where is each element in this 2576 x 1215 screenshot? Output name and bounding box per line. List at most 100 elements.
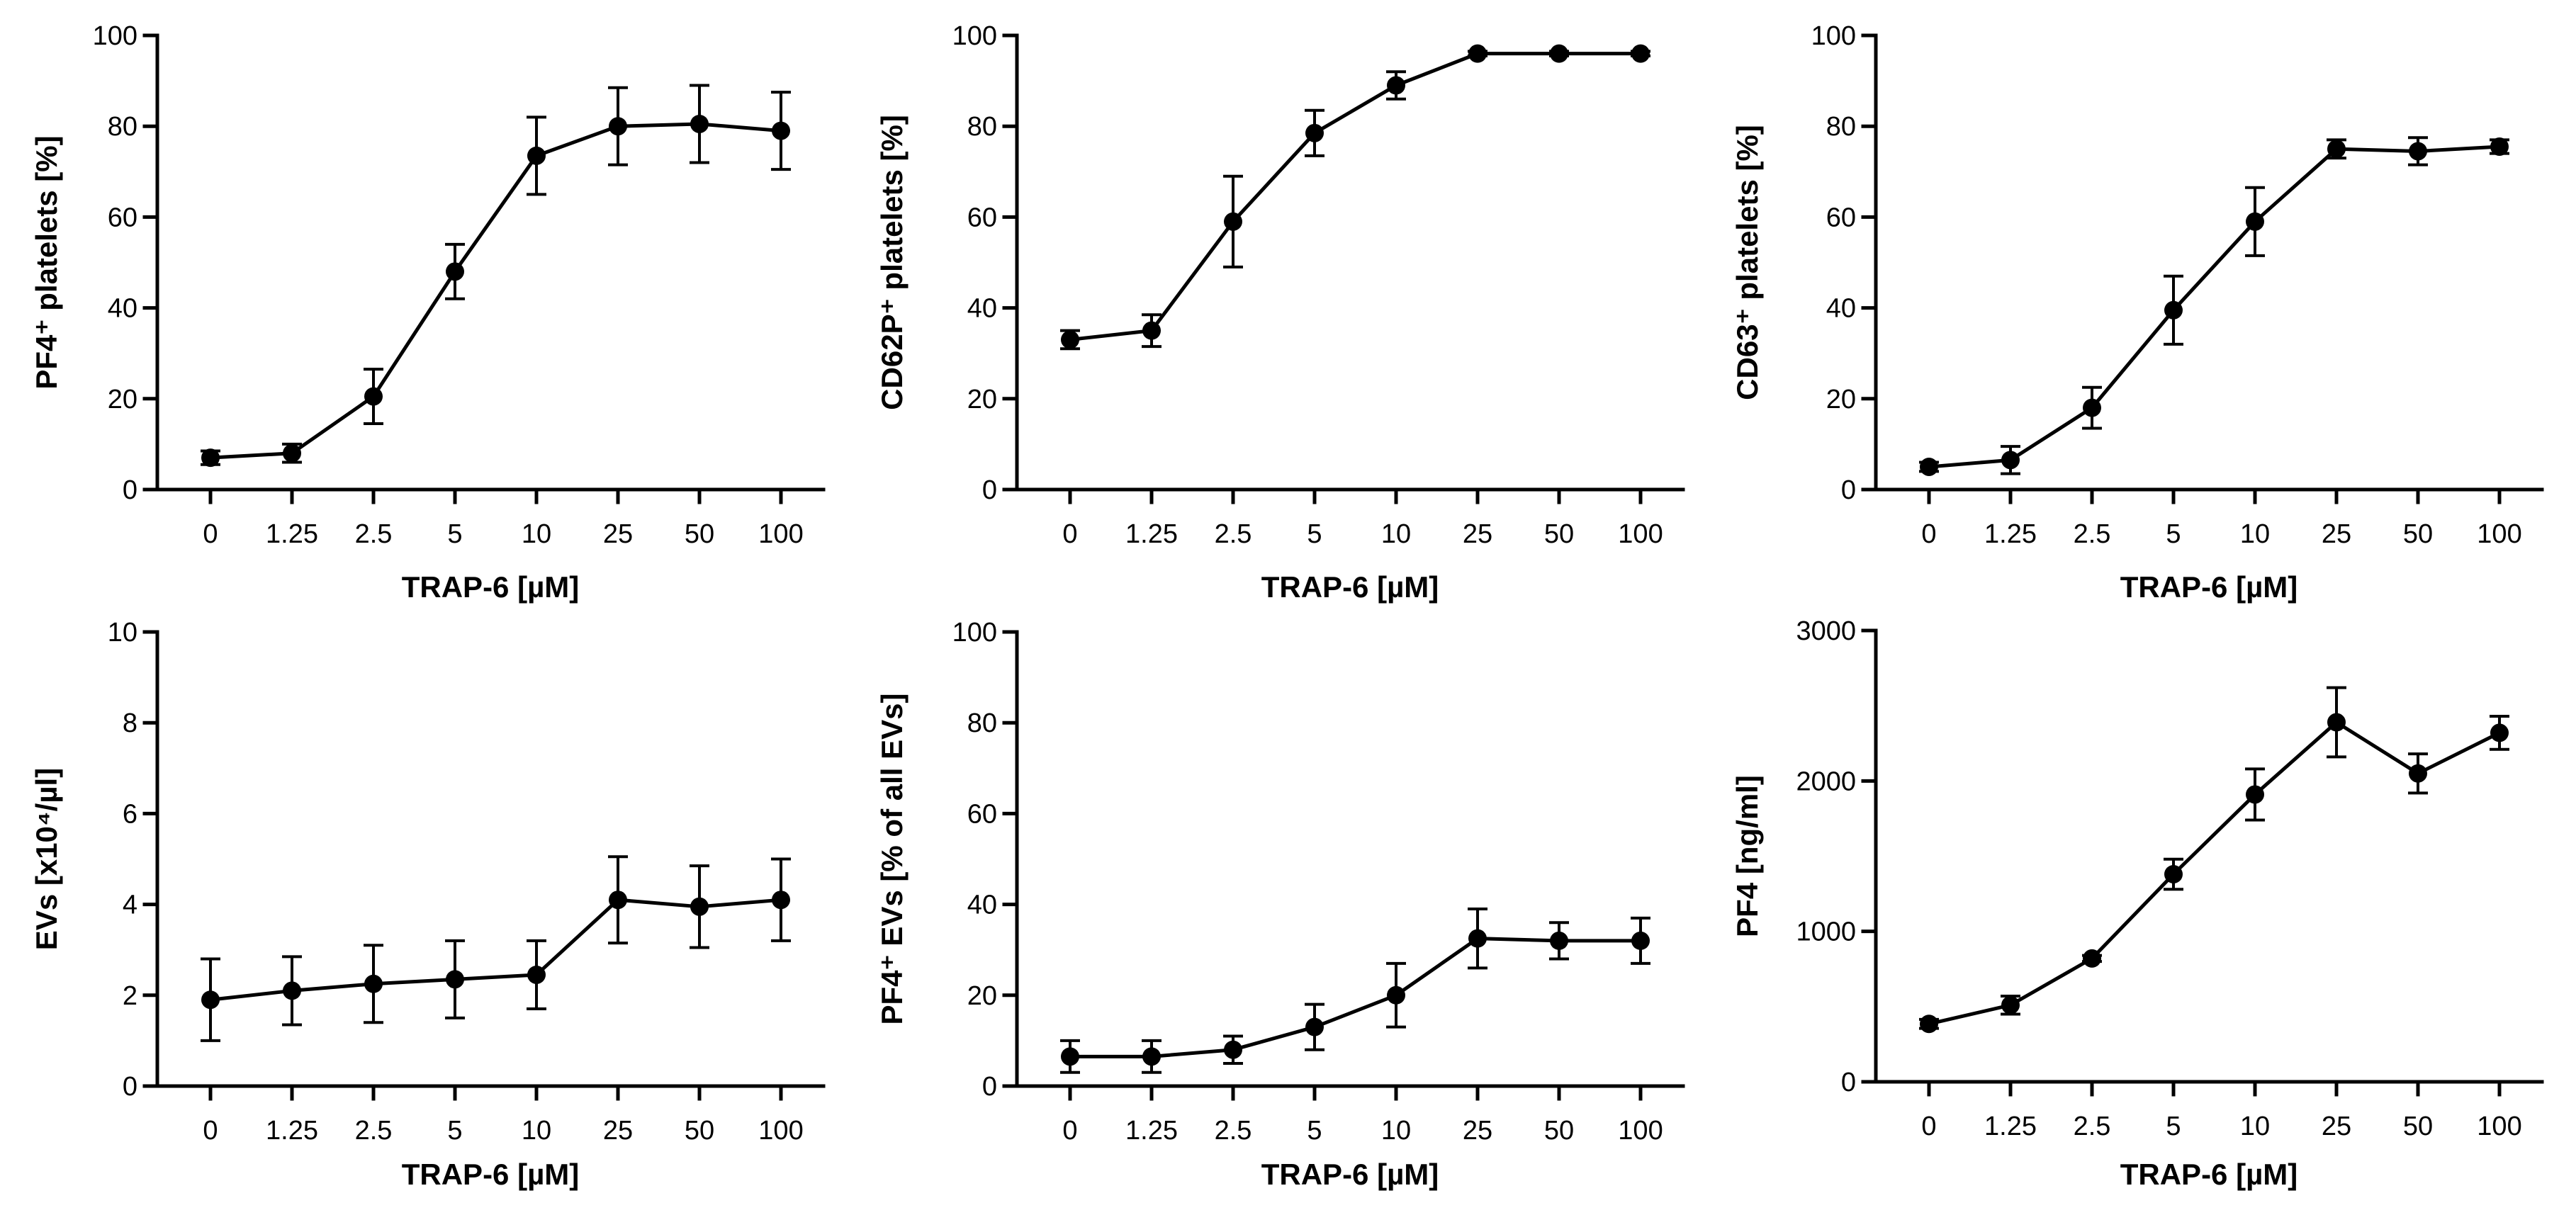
data-point [2001, 451, 2020, 470]
x-tick-label: 25 [1463, 519, 1492, 549]
y-tick-label: 1000 [1796, 917, 1856, 947]
y-tick-label: 0 [982, 475, 997, 505]
data-point [446, 262, 464, 281]
x-tick-label: 1.25 [1125, 519, 1178, 549]
x-tick-label: 5 [1307, 1116, 1322, 1146]
series-line [210, 898, 782, 1002]
x-tick-label: 100 [1618, 1116, 1663, 1146]
y-tick-label: 0 [1841, 1068, 1856, 1097]
y-tick-label: 40 [967, 891, 997, 920]
data-point [1224, 1040, 1242, 1059]
series-line [1070, 937, 1641, 1058]
data-point [2246, 785, 2264, 804]
data-point [1305, 123, 1324, 142]
data-point [283, 981, 301, 1000]
series-line [1928, 720, 2501, 1026]
x-tick-label: 50 [685, 1116, 714, 1146]
y-tick-label: 2 [123, 981, 137, 1011]
y-tick-label: 80 [1826, 112, 1856, 142]
y-tick-label: 80 [967, 708, 997, 738]
x-axis-label: TRAP-6 [µM] [2120, 1158, 2298, 1191]
y-tick-label: 0 [123, 475, 137, 505]
data-point [2164, 300, 2183, 320]
y-tick-label: 20 [108, 385, 137, 414]
data-point [446, 970, 464, 989]
x-tick-label: 25 [1463, 1116, 1492, 1146]
data-point [690, 114, 709, 133]
x-axis-label: TRAP-6 [µM] [1261, 570, 1439, 604]
data-point [2490, 723, 2509, 742]
x-tick-label: 2.5 [2074, 1112, 2111, 1141]
data-point [1061, 330, 1079, 349]
data-point [1061, 1047, 1079, 1066]
data-point [1142, 321, 1161, 340]
y-axis-label: CD63⁺ platelets [%] [1731, 125, 1764, 400]
x-tick-label: 5 [447, 519, 462, 549]
data-point [364, 974, 383, 993]
y-tick-label: 40 [967, 294, 997, 324]
y-tick-label: 40 [1826, 294, 1856, 324]
data-point [1387, 76, 1405, 95]
y-tick-label: 60 [967, 203, 997, 232]
y-tick-label: 4 [123, 891, 137, 920]
data-point [2001, 995, 2020, 1015]
x-tick-label: 5 [2166, 519, 2181, 549]
data-point [2246, 212, 2264, 231]
x-tick-label: 100 [2477, 519, 2521, 549]
x-tick-label: 100 [2477, 1112, 2521, 1141]
data-point [2490, 137, 2509, 157]
x-tick-label: 100 [758, 1116, 803, 1146]
x-tick-label: 1.25 [1125, 1116, 1178, 1146]
y-tick-label: 8 [123, 708, 137, 738]
data-point [1550, 44, 1568, 63]
x-tick-label: 0 [203, 519, 218, 549]
x-tick-label: 10 [2240, 519, 2270, 549]
x-axis-label: TRAP-6 [µM] [402, 1158, 580, 1191]
data-point [2164, 864, 2183, 883]
data-point [609, 891, 627, 910]
y-tick-label: 10 [108, 618, 137, 648]
y-tick-label: 60 [1826, 203, 1856, 232]
x-tick-label: 50 [2403, 1112, 2433, 1141]
x-tick-label: 0 [1062, 1116, 1077, 1146]
data-point [1468, 929, 1487, 948]
x-tick-label: 25 [2322, 1112, 2351, 1141]
data-point [2083, 949, 2101, 968]
x-tick-label: 25 [2322, 519, 2351, 549]
series-line [210, 122, 782, 460]
series-line [1069, 52, 1641, 341]
data-point [2409, 764, 2427, 783]
x-tick-label: 50 [1544, 1116, 1574, 1146]
y-tick-label: 20 [967, 385, 997, 414]
data-point [1387, 985, 1405, 1005]
x-axis-label: TRAP-6 [µM] [402, 570, 580, 604]
x-tick-label: 2.5 [1215, 1116, 1252, 1146]
data-point [1920, 457, 1938, 476]
x-tick-label: 10 [522, 1116, 551, 1146]
panel-pf4-concentration: 0 1000 2000 3000 0 1.25 2.5 5 10 25 50 100 TRAP-6 [µ… [1731, 616, 2544, 1191]
y-tick-label: 60 [967, 799, 997, 829]
data-point [201, 448, 220, 468]
y-tick-label: 0 [1841, 475, 1856, 505]
y-tick-label: 20 [967, 981, 997, 1011]
panel-pf4-evs: 0 20 40 60 80 100 0 1.25 2.5 5 10 25 50 100 TRAP-6 [µM… [875, 618, 1685, 1191]
panel-cd62p-platelets: 0 20 40 60 80 100 0 1.25 2.5 5 10 25 50 100 TRAP-6 [µM… [875, 21, 1685, 604]
x-tick-label: 1.25 [266, 519, 318, 549]
data-point [2409, 142, 2427, 161]
x-tick-label: 50 [685, 519, 714, 549]
data-point [527, 965, 546, 984]
y-tick-label: 2000 [1796, 767, 1856, 796]
x-tick-label: 5 [1307, 519, 1322, 549]
y-tick-label: 80 [108, 112, 137, 142]
x-tick-label: 10 [2240, 1112, 2270, 1141]
y-tick-label: 3000 [1796, 616, 1856, 646]
y-axis-label: EVs [x10⁴/µl] [30, 768, 63, 950]
y-tick-label: 100 [93, 21, 137, 51]
x-tick-label: 1.25 [1984, 1112, 2037, 1141]
x-tick-label: 2.5 [355, 1116, 393, 1146]
x-tick-label: 0 [203, 1116, 218, 1146]
y-axis-label: CD62P⁺ platelets [%] [875, 115, 909, 410]
x-tick-label: 50 [2403, 519, 2433, 549]
y-tick-label: 60 [108, 203, 137, 232]
x-axis-label: TRAP-6 [µM] [1261, 1158, 1439, 1191]
